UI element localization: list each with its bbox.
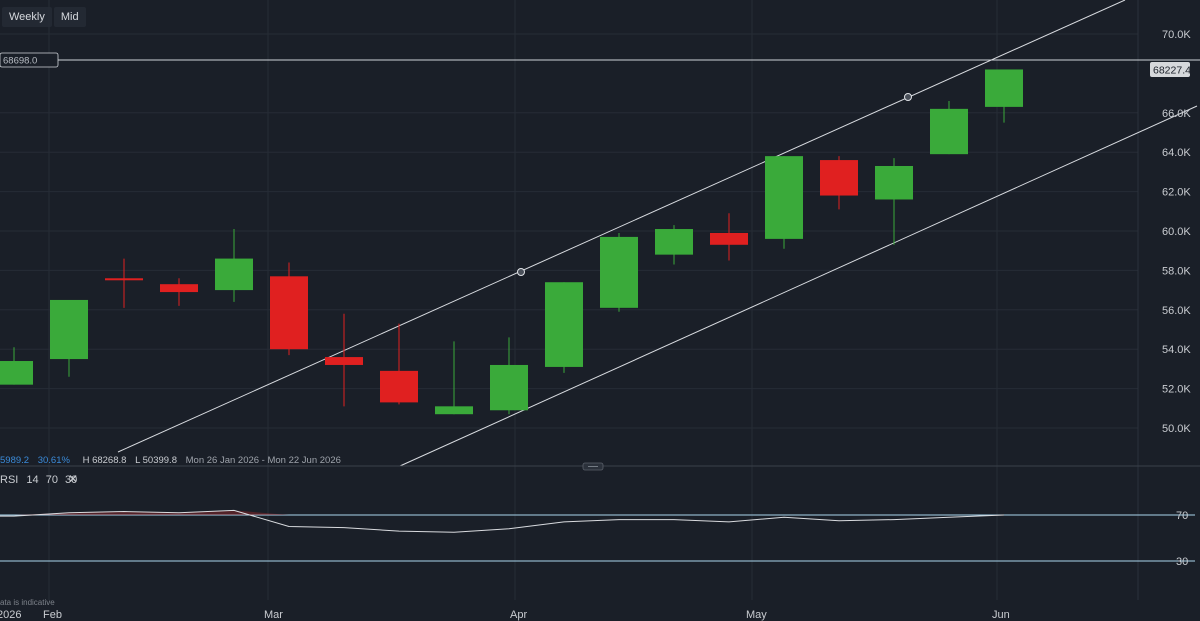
y-tick-label: 66.0K	[1162, 108, 1191, 120]
x-tick-label: Feb	[43, 609, 62, 621]
stats-change: 5989.2	[0, 455, 29, 466]
candle-body	[50, 299, 88, 360]
candle-body	[435, 406, 473, 415]
last-price-label: 68227.4	[1153, 65, 1191, 77]
x-tick-label: Mar	[264, 609, 283, 621]
y-tick-label: 58.0K	[1162, 265, 1191, 277]
toolbar: Weekly Mid	[2, 7, 86, 27]
rsi-period: 14	[26, 474, 38, 486]
candle-body	[490, 364, 528, 411]
y-tick-label: 56.0K	[1162, 305, 1191, 317]
candle-body	[325, 357, 363, 365]
stats-change-pct: 30.61%	[38, 455, 71, 466]
candle-body	[820, 160, 858, 196]
x-tick-label: Apr	[510, 609, 527, 621]
data-disclaimer: ata is indicative	[0, 598, 55, 607]
crosshair-price-box	[0, 52, 59, 68]
price-mode-button[interactable]: Mid	[53, 7, 86, 27]
y-tick-label: 52.0K	[1162, 384, 1191, 396]
rsi-close-icon[interactable]: ✕	[68, 472, 78, 486]
stats-line: 5989.2 30.61% H 68268.8 L 50399.8 Mon 26…	[0, 455, 341, 466]
candle-body	[270, 276, 308, 350]
candle-body	[600, 236, 638, 308]
candle-body	[215, 258, 253, 291]
candle-body	[655, 229, 693, 255]
rsi-lower-param: 30	[65, 474, 77, 486]
stats-low: L 50399.8	[135, 455, 177, 466]
stats-range: Mon 26 Jan 2026 - Mon 22 Jun 2026	[186, 455, 341, 466]
candle-body	[105, 278, 143, 281]
crosshair-price-label: 68698.0	[3, 56, 37, 67]
x-axis: 2026 Feb Mar Apr May Jun	[0, 609, 1010, 621]
y-tick-label: 64.0K	[1162, 147, 1191, 159]
grid	[0, 0, 1138, 600]
rsi-line	[0, 509, 1005, 533]
rsi-overbought-fill	[0, 510, 1004, 515]
y-tick-label: 62.0K	[1162, 187, 1191, 199]
y-tick-label: 60.0K	[1162, 226, 1191, 238]
x-tick-label: Jun	[992, 609, 1010, 621]
last-price-box	[1150, 62, 1190, 77]
candles-group	[0, 69, 1023, 415]
candle-body	[985, 69, 1023, 107]
timeframe-button[interactable]: Weekly	[2, 7, 52, 27]
rsi-upper-param: 70	[46, 474, 58, 486]
candle-body	[765, 156, 803, 239]
y-tick-label: 70.0K	[1162, 29, 1191, 41]
candle-body	[160, 284, 198, 293]
candle-body	[875, 165, 913, 200]
y-tick-label: 50.0K	[1162, 423, 1191, 435]
rsi-name: RSI	[0, 474, 18, 486]
candle-body	[710, 232, 748, 245]
rsi-group	[0, 509, 1005, 533]
candle-body	[930, 108, 968, 155]
channel-anchor-2[interactable]	[904, 93, 912, 101]
channel-upper-line[interactable]	[117, 0, 1126, 453]
stats-high: H 68268.8	[83, 455, 127, 466]
candle-body	[0, 361, 33, 385]
x-tick-label: May	[746, 609, 767, 621]
candle-body	[545, 282, 583, 367]
rsi-level-30-label: 30	[1176, 556, 1188, 568]
candle-body	[380, 370, 418, 403]
y-axis: 70.0K 66.0K 64.0K 62.0K 60.0K 58.0K 56.0K 54.0K…	[1162, 29, 1191, 435]
x-tick-label: 2026	[0, 609, 21, 621]
channel-lower-line[interactable]	[399, 105, 1198, 467]
y-tick-label: 54.0K	[1162, 344, 1191, 356]
rsi-level-70-label: 70	[1176, 510, 1188, 522]
rsi-header: RSI 14 70 30	[0, 474, 77, 486]
channel-anchor-1[interactable]	[517, 268, 525, 276]
